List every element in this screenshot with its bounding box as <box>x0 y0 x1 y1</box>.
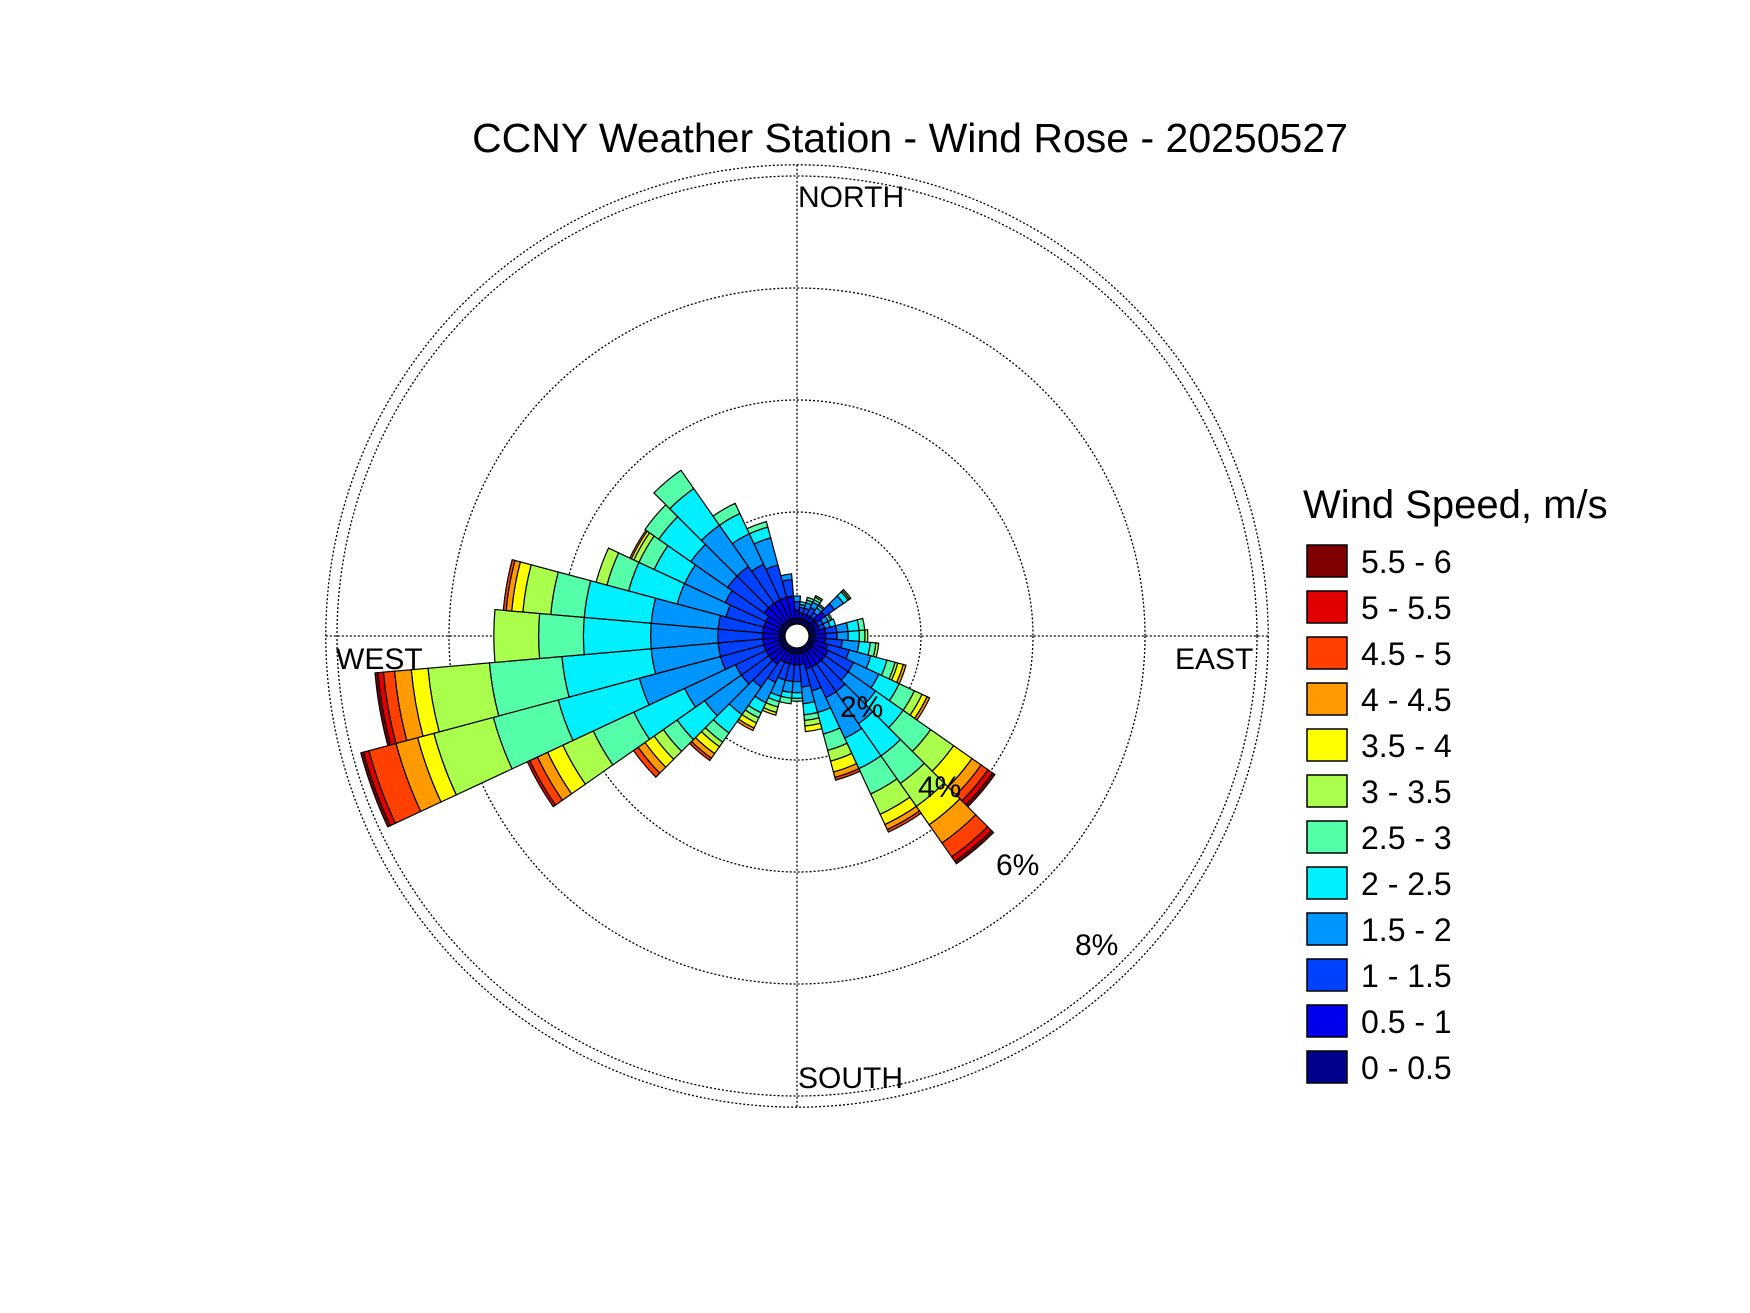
sector-segment <box>537 612 585 660</box>
legend-swatch <box>1306 774 1348 808</box>
wind-sectors <box>360 469 996 865</box>
sector-segment <box>595 547 620 586</box>
ring-label-2: 2% <box>840 691 883 724</box>
legend-label: 0.5 - 1 <box>1361 1004 1452 1040</box>
sector-segment <box>886 810 922 833</box>
sector-segment <box>746 520 769 535</box>
compass-east-label: EAST <box>1175 643 1253 676</box>
sector-segment <box>790 697 804 702</box>
legend-label: 4.5 - 5 <box>1361 636 1452 672</box>
sector-segment <box>814 594 824 602</box>
sector-segment <box>847 629 861 643</box>
sector-segment <box>791 680 803 694</box>
legend-label: 1 - 1.5 <box>1361 958 1452 994</box>
grid-ring <box>448 287 1146 985</box>
legend-swatch <box>1306 544 1348 578</box>
sector-segment <box>712 502 741 527</box>
legend-swatch <box>1306 1050 1348 1084</box>
sector-segment <box>834 767 861 781</box>
legend-title: Wind Speed, m/s <box>1303 483 1608 527</box>
legend-swatch <box>1306 912 1348 946</box>
ring-label-6: 6% <box>996 849 1039 882</box>
polar-labels: NORTH EAST SOUTH WEST 2% 4% 6% 8% <box>336 181 1253 1095</box>
sector-segment <box>778 695 793 705</box>
sector-segment <box>864 629 869 643</box>
sector-segment <box>582 616 652 656</box>
sector-segment <box>653 469 695 510</box>
legend-swatch <box>1306 958 1348 992</box>
legend-swatch <box>1306 1004 1348 1038</box>
sector-segment <box>804 722 823 733</box>
sector-segment <box>493 608 541 664</box>
legend-label: 5 - 5.5 <box>1361 590 1452 626</box>
compass-north-label: NORTH <box>798 181 904 214</box>
sector-segment <box>834 622 849 634</box>
sector-segment <box>780 573 793 582</box>
legend-swatch <box>1306 682 1348 716</box>
sector-segment <box>790 691 804 700</box>
sector-segment <box>954 829 995 865</box>
ring-label-8: 8% <box>1075 929 1118 962</box>
sector-segment <box>792 595 802 603</box>
chart-legend: Wind Speed, m/s 5.5 - 6 5 - 5.5 4.5 - 5 4 -… <box>1303 483 1608 1086</box>
compass-west-label: WEST <box>336 643 423 676</box>
legend-swatch <box>1306 590 1348 624</box>
sector-segment <box>841 588 852 601</box>
sector-segment <box>374 672 392 747</box>
sector-segment <box>856 617 866 632</box>
legend-swatch <box>1306 820 1348 854</box>
legend-label: 2 - 2.5 <box>1361 866 1452 902</box>
ring-label-4: 4% <box>918 771 961 804</box>
sector-segment <box>858 629 866 643</box>
grid-ring <box>336 175 1258 1097</box>
legend-label: 1.5 - 2 <box>1361 912 1452 948</box>
legend-swatch <box>1306 636 1348 670</box>
legend-swatch <box>1306 728 1348 762</box>
legend-label: 5.5 - 6 <box>1361 544 1452 580</box>
legend-label: 3 - 3.5 <box>1361 774 1452 810</box>
legend-label: 2.5 - 3 <box>1361 820 1452 856</box>
legend-label: 3.5 - 4 <box>1361 728 1452 764</box>
legend-label: 4 - 4.5 <box>1361 682 1452 718</box>
chart-title: CCNY Weather Station - Wind Rose - 20250… <box>472 115 1348 161</box>
sector-segment <box>360 751 392 828</box>
center-hole <box>784 623 810 649</box>
legend-label: 0 - 0.5 <box>1361 1050 1452 1086</box>
compass-south-label: SOUTH <box>798 1062 903 1095</box>
legend-swatch <box>1306 866 1348 900</box>
sector-segment <box>502 558 516 612</box>
